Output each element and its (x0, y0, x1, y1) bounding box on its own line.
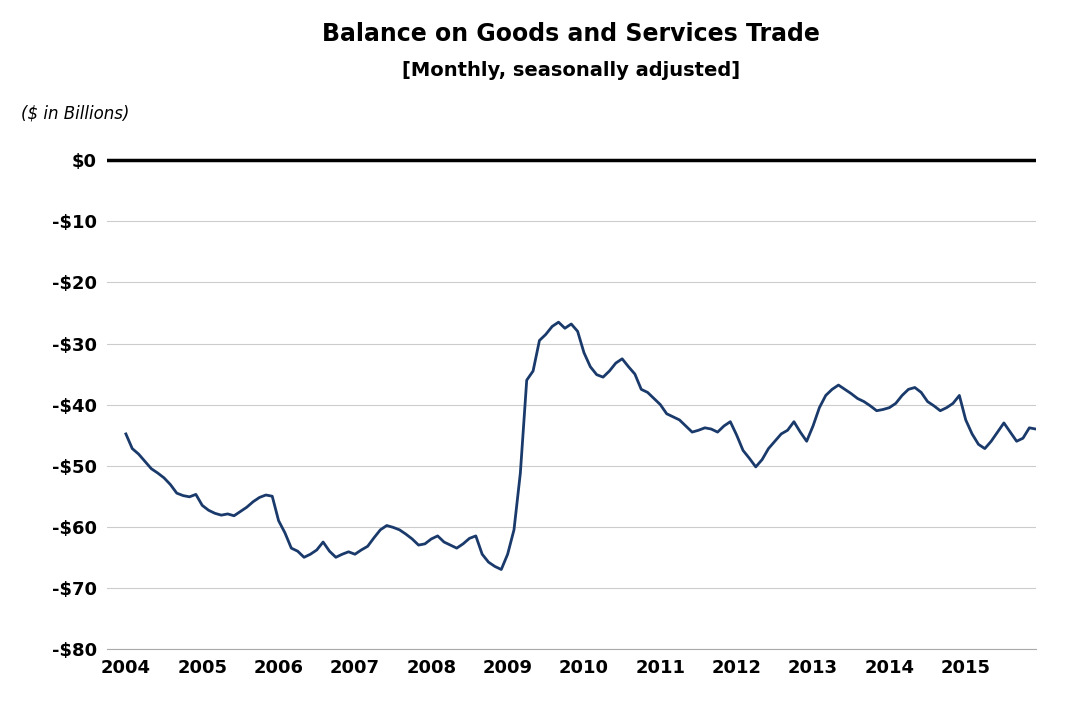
Text: [Monthly, seasonally adjusted]: [Monthly, seasonally adjusted] (403, 61, 740, 80)
Text: Balance on Goods and Services Trade: Balance on Goods and Services Trade (323, 22, 820, 45)
Text: ($ in Billions): ($ in Billions) (21, 105, 129, 123)
